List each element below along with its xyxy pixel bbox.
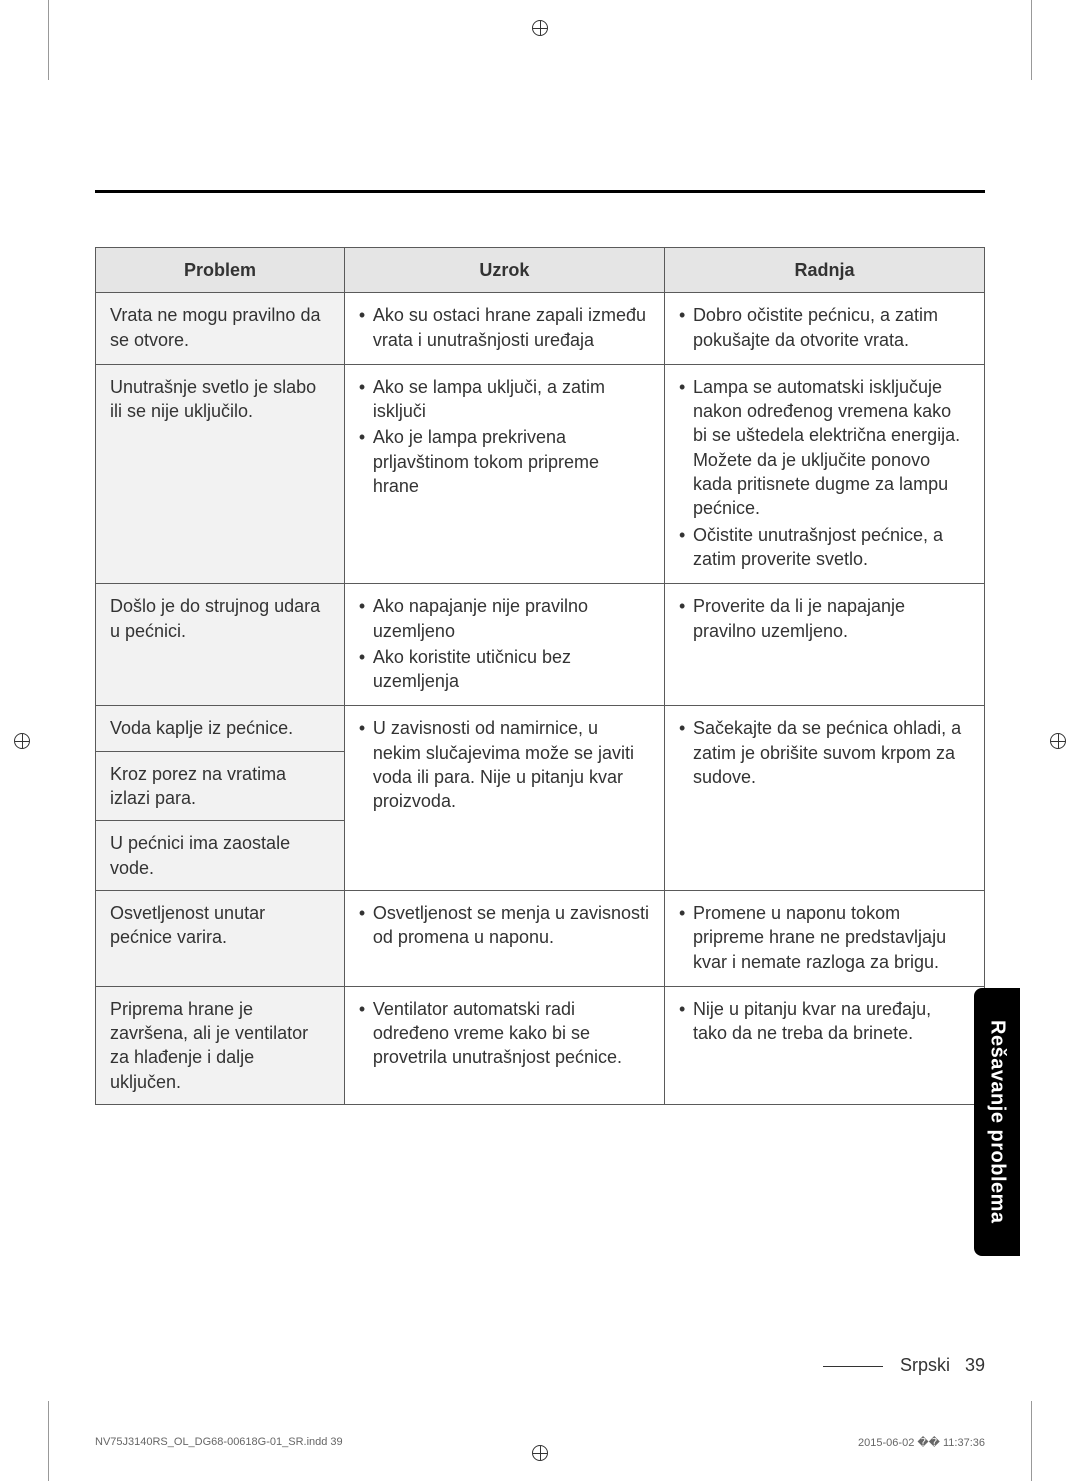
action-item: Sačekajte da se pećnica ohladi, a zatim … xyxy=(679,716,970,789)
problem-cell: Došlo je do strujnog udara u pećnici. xyxy=(96,584,345,706)
footer-rule xyxy=(823,1366,883,1367)
cause-item: Ako koristite utičnicu bez uzemljenja xyxy=(359,645,650,694)
problem-cell: U pećnici ima zaostale vode. xyxy=(96,821,345,891)
cause-item: U zavisnosti od namirnice, u nekim sluča… xyxy=(359,716,650,813)
col-header-uzrok: Uzrok xyxy=(344,248,664,293)
page-footer: Srpski 39 xyxy=(823,1355,985,1376)
cause-cell: U zavisnosti od namirnice, u nekim sluča… xyxy=(344,706,664,890)
col-header-problem: Problem xyxy=(96,248,345,293)
action-item: Nije u pitanju kvar na uređaju, tako da … xyxy=(679,997,970,1046)
cause-item: Ako napajanje nije pravilno uzemljeno xyxy=(359,594,650,643)
footer-page-number: 39 xyxy=(965,1355,985,1375)
problem-cell: Kroz porez na vratima izlazi para. xyxy=(96,751,345,821)
top-rule xyxy=(95,190,985,193)
section-tab-label: Rešavanje problema xyxy=(986,1020,1009,1224)
cause-item: Osvetljenost se menja u zavisnosti od pr… xyxy=(359,901,650,950)
action-cell: Promene u naponu tokom pripreme hrane ne… xyxy=(664,890,984,986)
problem-cell: Voda kaplje iz pećnice. xyxy=(96,706,345,751)
page: Problem Uzrok Radnja Vrata ne mogu pravi… xyxy=(0,0,1080,1481)
action-item: Proverite da li je napajanje pravilno uz… xyxy=(679,594,970,643)
cause-item: Ako se lampa uključi, a zatim isključi xyxy=(359,375,650,424)
action-item: Očistite unutrašnjost pećnice, a zatim p… xyxy=(679,523,970,572)
problem-cell: Osvetljenost unutar pećnice varira. xyxy=(96,890,345,986)
troubleshooting-table: Problem Uzrok Radnja Vrata ne mogu pravi… xyxy=(95,247,985,1105)
cause-item: Ventilator automatski radi određeno vrem… xyxy=(359,997,650,1070)
imprint-file: NV75J3140RS_OL_DG68-00618G-01_SR.indd 39 xyxy=(95,1436,343,1449)
table-row: Priprema hrane je završena, ali je venti… xyxy=(96,986,985,1104)
cause-cell: Ventilator automatski radi određeno vrem… xyxy=(344,986,664,1104)
action-cell: Sačekajte da se pećnica ohladi, a zatim … xyxy=(664,706,984,890)
cause-cell: Osvetljenost se menja u zavisnosti od pr… xyxy=(344,890,664,986)
action-item: Lampa se automatski isključuje nakon odr… xyxy=(679,375,970,521)
footer-language: Srpski xyxy=(900,1355,950,1375)
col-header-radnja: Radnja xyxy=(664,248,984,293)
cause-cell: Ako napajanje nije pravilno uzemljeno Ak… xyxy=(344,584,664,706)
imprint-timestamp: 2015-06-02 �� 11:37:36 xyxy=(858,1436,985,1449)
table-row: Unutrašnje svetlo je slabo ili se nije u… xyxy=(96,364,985,583)
imprint: NV75J3140RS_OL_DG68-00618G-01_SR.indd 39… xyxy=(95,1436,985,1449)
action-item: Promene u naponu tokom pripreme hrane ne… xyxy=(679,901,970,974)
cause-item: Ako je lampa prekrivena prljavštinom tok… xyxy=(359,425,650,498)
problem-cell: Vrata ne mogu pravilno da se otvore. xyxy=(96,293,345,365)
section-tab: Rešavanje problema xyxy=(974,988,1020,1256)
table-row: Vrata ne mogu pravilno da se otvore. Ako… xyxy=(96,293,985,365)
problem-cell: Unutrašnje svetlo je slabo ili se nije u… xyxy=(96,364,345,583)
action-cell: Proverite da li je napajanje pravilno uz… xyxy=(664,584,984,706)
cause-cell: Ako su ostaci hrane zapali između vrata … xyxy=(344,293,664,365)
table-row: Voda kaplje iz pećnice. U zavisnosti od … xyxy=(96,706,985,751)
cause-cell: Ako se lampa uključi, a zatim isključi A… xyxy=(344,364,664,583)
action-item: Dobro očistite pećnicu, a zatim pokušajt… xyxy=(679,303,970,352)
action-cell: Lampa se automatski isključuje nakon odr… xyxy=(664,364,984,583)
action-cell: Nije u pitanju kvar na uređaju, tako da … xyxy=(664,986,984,1104)
action-cell: Dobro očistite pećnicu, a zatim pokušajt… xyxy=(664,293,984,365)
table-row: Došlo je do strujnog udara u pećnici. Ak… xyxy=(96,584,985,706)
problem-cell: Priprema hrane je završena, ali je venti… xyxy=(96,986,345,1104)
table-row: Osvetljenost unutar pećnice varira. Osve… xyxy=(96,890,985,986)
cause-item: Ako su ostaci hrane zapali između vrata … xyxy=(359,303,650,352)
